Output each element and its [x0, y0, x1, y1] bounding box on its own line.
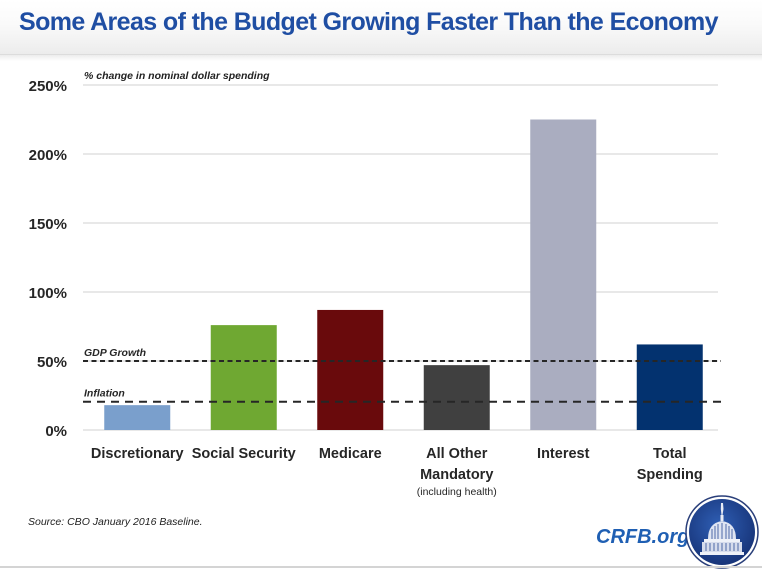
y-tick-label: 150%	[29, 216, 67, 233]
chart-subtitle: % change in nominal dollar spending	[84, 70, 270, 82]
bar-social-security	[210, 325, 277, 430]
bottom-border	[0, 566, 762, 568]
x-tick-label: Spending	[637, 467, 703, 483]
x-tick-note: (including health)	[417, 486, 497, 498]
reference-line-label: GDP Growth	[84, 347, 146, 359]
y-tick-label: 250%	[29, 78, 67, 95]
header-shadow	[0, 55, 762, 61]
bar-all-other-mandatory	[423, 365, 490, 430]
y-tick-label: 100%	[29, 285, 67, 302]
x-tick-label: Discretionary	[91, 446, 184, 462]
bar-discretionary	[104, 405, 171, 430]
page-title: Some Areas of the Budget Growing Faster …	[19, 8, 719, 36]
x-tick-label: Medicare	[319, 446, 382, 462]
brand-link[interactable]: CRFB.org	[596, 526, 690, 548]
bar-total-spending	[636, 344, 703, 430]
x-tick-label: Interest	[537, 446, 590, 462]
bar-interest	[530, 119, 597, 430]
reference-line-label: Inflation	[84, 388, 125, 400]
x-tick-label: All Other	[426, 446, 488, 462]
y-tick-label: 200%	[29, 147, 67, 164]
x-tick-label: Mandatory	[420, 467, 493, 483]
x-axis-labels: Discretionary Social Security Medicare All …	[91, 446, 703, 498]
y-tick-label: 50%	[37, 354, 67, 371]
bar-medicare	[317, 309, 384, 430]
y-axis-ticks: 0% 50% 100% 150% 200% 250%	[29, 78, 67, 440]
bars	[104, 119, 703, 430]
source-note: Source: CBO January 2016 Baseline.	[28, 516, 203, 528]
gridlines	[83, 84, 718, 431]
header-band: Some Areas of the Budget Growing Faster …	[0, 0, 762, 55]
capitol-dome-seal-icon	[685, 495, 759, 569]
y-tick-label: 0%	[45, 423, 67, 440]
x-tick-label: Social Security	[192, 446, 296, 462]
reference-lines: GDP Growth Inflation	[83, 347, 721, 403]
x-tick-label: Total	[653, 446, 687, 462]
